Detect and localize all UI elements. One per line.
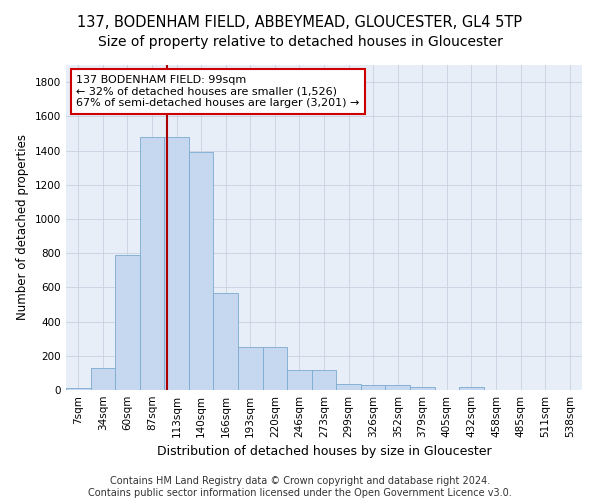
X-axis label: Distribution of detached houses by size in Gloucester: Distribution of detached houses by size … — [157, 446, 491, 458]
Text: Size of property relative to detached houses in Gloucester: Size of property relative to detached ho… — [98, 35, 502, 49]
Bar — [336, 384, 361, 390]
Bar — [214, 292, 238, 390]
Bar — [361, 385, 385, 390]
Bar — [66, 388, 91, 390]
Bar — [238, 347, 263, 390]
Text: 137 BODENHAM FIELD: 99sqm
← 32% of detached houses are smaller (1,526)
67% of se: 137 BODENHAM FIELD: 99sqm ← 32% of detac… — [76, 74, 359, 108]
Bar — [140, 137, 164, 390]
Text: Contains HM Land Registry data © Crown copyright and database right 2024.
Contai: Contains HM Land Registry data © Crown c… — [88, 476, 512, 498]
Bar — [263, 347, 287, 390]
Bar — [459, 386, 484, 390]
Bar — [312, 370, 336, 390]
Bar — [287, 370, 312, 390]
Bar — [189, 152, 214, 390]
Bar — [164, 137, 189, 390]
Text: 137, BODENHAM FIELD, ABBEYMEAD, GLOUCESTER, GL4 5TP: 137, BODENHAM FIELD, ABBEYMEAD, GLOUCEST… — [77, 15, 523, 30]
Bar — [115, 255, 140, 390]
Bar — [410, 387, 434, 390]
Y-axis label: Number of detached properties: Number of detached properties — [16, 134, 29, 320]
Bar — [385, 385, 410, 390]
Bar — [91, 368, 115, 390]
